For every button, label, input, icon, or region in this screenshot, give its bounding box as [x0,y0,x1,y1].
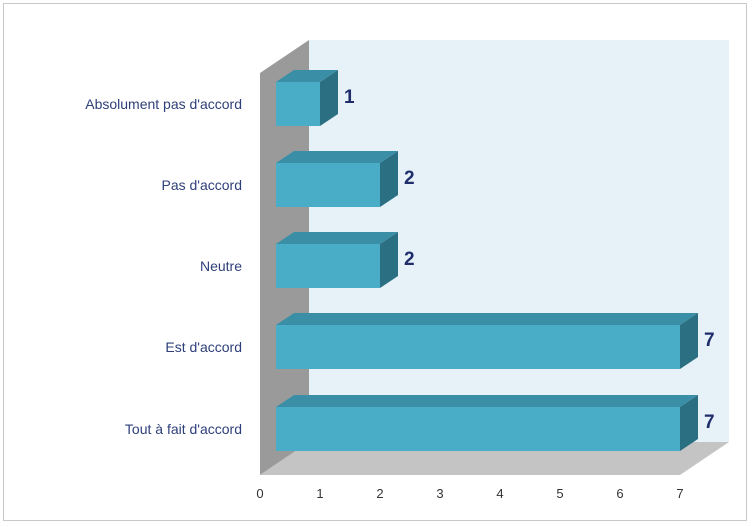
bar-top-face [276,232,398,244]
bar-front-face [276,244,380,288]
bar-top-face [276,313,698,325]
category-label: Neutre [200,258,242,274]
x-tick-label: 0 [256,486,263,501]
data-label: 2 [404,168,415,189]
bar-side-face [380,232,398,288]
x-axis-ticks: 0 1 2 3 4 5 6 7 [256,486,683,501]
bar-side-face [680,395,698,451]
x-tick-label: 2 [376,486,383,501]
bar-front-face [276,407,680,451]
bar-2 [276,151,398,207]
x-tick-label: 5 [556,486,563,501]
data-label: 7 [704,412,715,433]
category-label: Pas d'accord [162,177,243,193]
category-label: Est d'accord [165,339,242,355]
x-tick-label: 1 [316,486,323,501]
chart-frame: Absolument pas d'accord Pas d'accord Neutr… [3,3,747,521]
bar-1 [276,70,338,126]
bar-3 [276,232,398,288]
category-label: Absolument pas d'accord [85,96,242,112]
bar-front-face [276,82,320,126]
bar-front-face [276,163,380,207]
data-label: 2 [404,249,415,270]
bar-chart: Absolument pas d'accord Pas d'accord Neutr… [85,40,729,501]
bar-4 [276,313,698,369]
x-tick-label: 6 [616,486,623,501]
bar-front-face [276,325,680,369]
bar-top-face [276,151,398,163]
x-tick-label: 3 [436,486,443,501]
data-label: 7 [704,330,715,351]
data-labels: 1 2 2 7 7 [344,87,715,433]
bars-group [276,70,698,451]
bar-side-face [320,70,338,126]
category-labels: Absolument pas d'accord Pas d'accord Neutr… [85,96,242,437]
data-label: 1 [344,87,355,108]
category-label: Tout à fait d'accord [125,421,242,437]
bar-side-face [680,313,698,369]
bar-5 [276,395,698,451]
x-tick-label: 4 [496,486,503,501]
bar-top-face [276,70,338,82]
x-tick-label: 7 [676,486,683,501]
bar-top-face [276,395,698,407]
bar-side-face [380,151,398,207]
